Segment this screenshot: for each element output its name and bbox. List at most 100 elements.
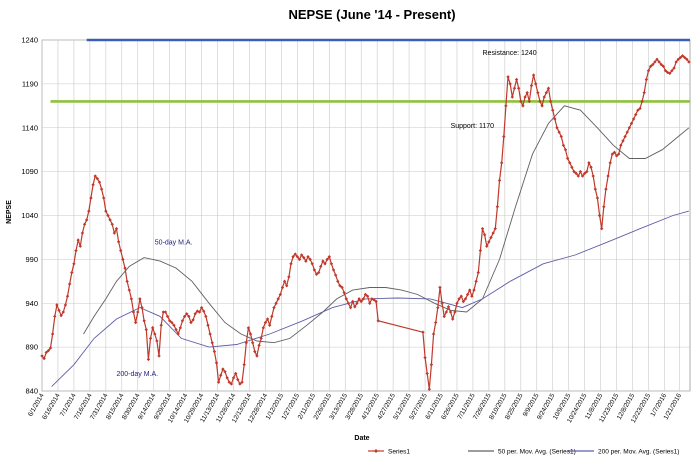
series-point <box>425 371 429 376</box>
series-point <box>176 332 180 336</box>
series-point <box>65 294 70 298</box>
series-point <box>40 354 44 358</box>
series-point <box>44 350 48 355</box>
series-point <box>91 183 95 187</box>
series-point <box>102 196 106 200</box>
series-point <box>261 326 266 330</box>
series-point <box>53 314 57 319</box>
series-point <box>444 310 449 314</box>
series-point <box>119 248 123 253</box>
series-point <box>440 301 444 305</box>
series-point <box>174 327 178 332</box>
series-point <box>676 57 680 62</box>
series-point <box>427 387 432 391</box>
series-point <box>516 86 521 90</box>
series-point <box>663 69 668 73</box>
series-point <box>619 143 623 147</box>
series-point <box>280 285 285 290</box>
series-point <box>495 205 500 209</box>
series-point <box>329 262 334 266</box>
series-ma50-line <box>83 105 690 344</box>
series-point <box>438 285 442 290</box>
series-point <box>114 226 119 231</box>
reference-lines <box>50 38 690 103</box>
series-point <box>368 301 372 305</box>
series-point <box>634 112 638 117</box>
series-point <box>319 264 323 269</box>
series-point <box>221 367 225 371</box>
series-point <box>487 240 491 244</box>
series-point <box>559 134 563 139</box>
series-point <box>553 117 557 121</box>
series-point <box>661 64 666 69</box>
series-point <box>104 209 108 213</box>
series-point <box>682 55 687 60</box>
series-point <box>451 317 455 321</box>
series-point <box>485 244 489 248</box>
series-point <box>365 294 370 298</box>
series-point <box>642 90 646 95</box>
series-point <box>82 222 87 226</box>
series-point <box>42 356 46 361</box>
series-point <box>670 69 674 73</box>
y-tick-label: 1190 <box>22 79 38 88</box>
series-point <box>548 99 553 104</box>
series-point <box>229 382 234 386</box>
series-point <box>640 99 644 104</box>
series-point <box>127 288 131 292</box>
series-point <box>57 308 61 312</box>
series-point <box>433 320 438 325</box>
series-point <box>502 134 506 139</box>
series-point <box>46 348 51 353</box>
series-point <box>253 349 257 354</box>
series-point <box>250 341 255 345</box>
series-point <box>478 248 483 253</box>
series-point <box>189 320 193 325</box>
series-point <box>121 257 125 262</box>
y-tick-label: 990 <box>25 255 38 264</box>
series-point <box>625 130 629 134</box>
y-tick-label: 890 <box>25 343 38 352</box>
series-point <box>265 317 270 321</box>
series-point <box>593 187 598 191</box>
series-point <box>514 77 519 82</box>
series-point <box>361 297 366 301</box>
series-point <box>116 240 121 244</box>
series-point <box>538 99 542 104</box>
series-point <box>446 305 451 309</box>
series-point <box>659 62 663 67</box>
series-point <box>651 62 655 67</box>
series-point <box>233 371 238 376</box>
series-point <box>376 319 380 323</box>
series-point <box>48 346 53 350</box>
series-point <box>421 330 425 334</box>
series-point <box>282 279 287 284</box>
x-axis-label: Date <box>354 435 369 442</box>
series-point <box>87 209 91 213</box>
series-point <box>565 156 570 161</box>
legend-label: Series1 <box>388 449 410 456</box>
series-point <box>680 54 685 58</box>
series-point <box>216 380 221 384</box>
series-nepse-line <box>41 55 690 390</box>
series-point <box>597 213 602 218</box>
series-point <box>493 226 497 231</box>
series-point <box>144 327 148 332</box>
series-point <box>525 90 529 95</box>
series-point <box>604 187 608 191</box>
series-point <box>202 309 206 313</box>
series-point <box>629 121 634 126</box>
series-point <box>323 262 327 266</box>
series-point <box>99 187 104 191</box>
series-point <box>325 257 329 262</box>
series-point <box>529 83 534 88</box>
series-point <box>63 303 68 307</box>
series-point <box>599 226 604 231</box>
series-point <box>157 354 161 358</box>
series-point <box>674 60 678 64</box>
series-point <box>350 299 355 304</box>
y-axis-label: NEPSE <box>6 200 13 224</box>
series-point <box>199 305 204 310</box>
series-point <box>159 323 163 327</box>
axes: 840890940990104010901140119012406/1/2014… <box>21 36 683 425</box>
